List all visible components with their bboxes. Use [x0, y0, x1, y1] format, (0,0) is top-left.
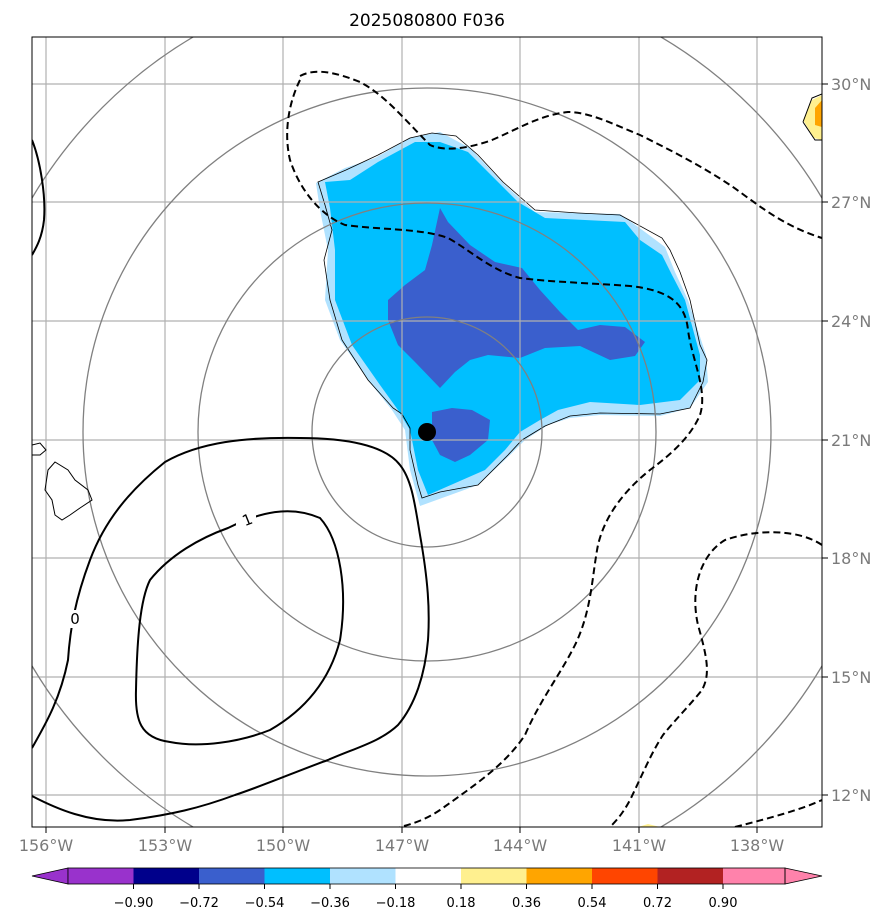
colorbar-bin: [133, 868, 199, 884]
colorbar-tick-label: −0.90: [114, 896, 154, 911]
colorbar-tick-label: −0.54: [245, 896, 285, 911]
lat-label: 12°N: [831, 786, 871, 805]
royal-blue-south: [432, 408, 490, 462]
field-boundary: [317, 132, 708, 499]
lon-label: 147°W: [375, 836, 430, 855]
longitude-labels: 156°W 153°W 150°W 147°W 144°W 141°W 138°…: [19, 836, 785, 855]
colorbar-tick-label: 0.72: [643, 896, 672, 911]
dashed-contour-main: [286, 79, 704, 827]
maui-coast: [32, 442, 47, 456]
lat-label: 27°N: [831, 193, 871, 212]
lon-label: 156°W: [19, 836, 74, 855]
contour-label-0: 0: [70, 610, 80, 628]
colorbar-bin: [395, 868, 461, 884]
axis-ticks: [45, 83, 828, 833]
range-ring-2: [197, 202, 657, 662]
lat-label: 18°N: [831, 549, 871, 568]
shaded-field: [316, 95, 822, 827]
colorbar-tick-label: 0.90: [709, 896, 738, 911]
range-rings: [32, 37, 822, 827]
contour-left-edge: [32, 139, 46, 256]
storm-center-marker: [418, 423, 436, 441]
yellow-patch-s: [638, 824, 660, 827]
colorbar-high-extend: [784, 867, 823, 885]
colorbar-tick-label: 0.54: [578, 896, 607, 911]
lat-lon-grid: [32, 37, 822, 827]
contour-line-0: [32, 436, 430, 822]
lon-label: 138°W: [730, 836, 785, 855]
colorbar-bin: [264, 868, 330, 884]
lon-label: 153°W: [138, 836, 193, 855]
colorbar-bin: [657, 868, 723, 884]
colorbar-tick-label: 0.18: [447, 896, 476, 911]
royal-blue-core: [388, 208, 645, 388]
range-ring-1: [311, 316, 543, 548]
lat-label: 30°N: [831, 75, 871, 94]
lat-label: 21°N: [831, 431, 871, 450]
orange-patch-ne: [815, 100, 822, 127]
colorbar-tick-label: 0.36: [512, 896, 541, 911]
latitude-labels: 30°N 27°N 24°N 21°N 18°N 15°N 12°N: [831, 75, 871, 805]
colorbar-bin: [592, 868, 658, 884]
hawaii-big-island: [44, 461, 93, 521]
lat-label: 15°N: [831, 668, 871, 687]
colorbar-bin: [461, 868, 527, 884]
dashed-contours: [286, 70, 822, 827]
colorbar-low-extend: [31, 867, 69, 885]
colorbar-tick-label: −0.18: [376, 896, 416, 911]
range-ring-3: [82, 87, 772, 777]
solid-contours: [32, 139, 430, 822]
colorbar-tick-label: −0.72: [179, 896, 219, 911]
lon-label: 141°W: [612, 836, 667, 855]
colorbar-bin: [723, 868, 785, 884]
colorbar-bin: [199, 868, 265, 884]
colorbar-tick-label: −0.36: [310, 896, 350, 911]
coastlines: [32, 93, 822, 521]
map-frame: [31, 36, 823, 828]
colorbar-bin: [330, 868, 396, 884]
coast-ne-corner: [802, 93, 822, 141]
chart-title: 2025080800 F036: [349, 11, 505, 31]
colorbar-bin: [68, 868, 134, 884]
colorbar: −0.90 −0.72 −0.54 −0.36 −0.18 0.18 0.36 …: [31, 867, 823, 911]
dashed-contour-bottom-right: [734, 799, 822, 827]
lon-label: 144°W: [493, 836, 548, 855]
colorbar-bin: [526, 868, 592, 884]
lat-label: 24°N: [831, 312, 871, 331]
contour-line-1: [134, 510, 345, 746]
lon-label: 150°W: [256, 836, 311, 855]
dashed-contour-southeast: [609, 531, 822, 827]
dashed-contour-north: [299, 70, 822, 239]
map-panel: 1 0: [32, 37, 822, 827]
